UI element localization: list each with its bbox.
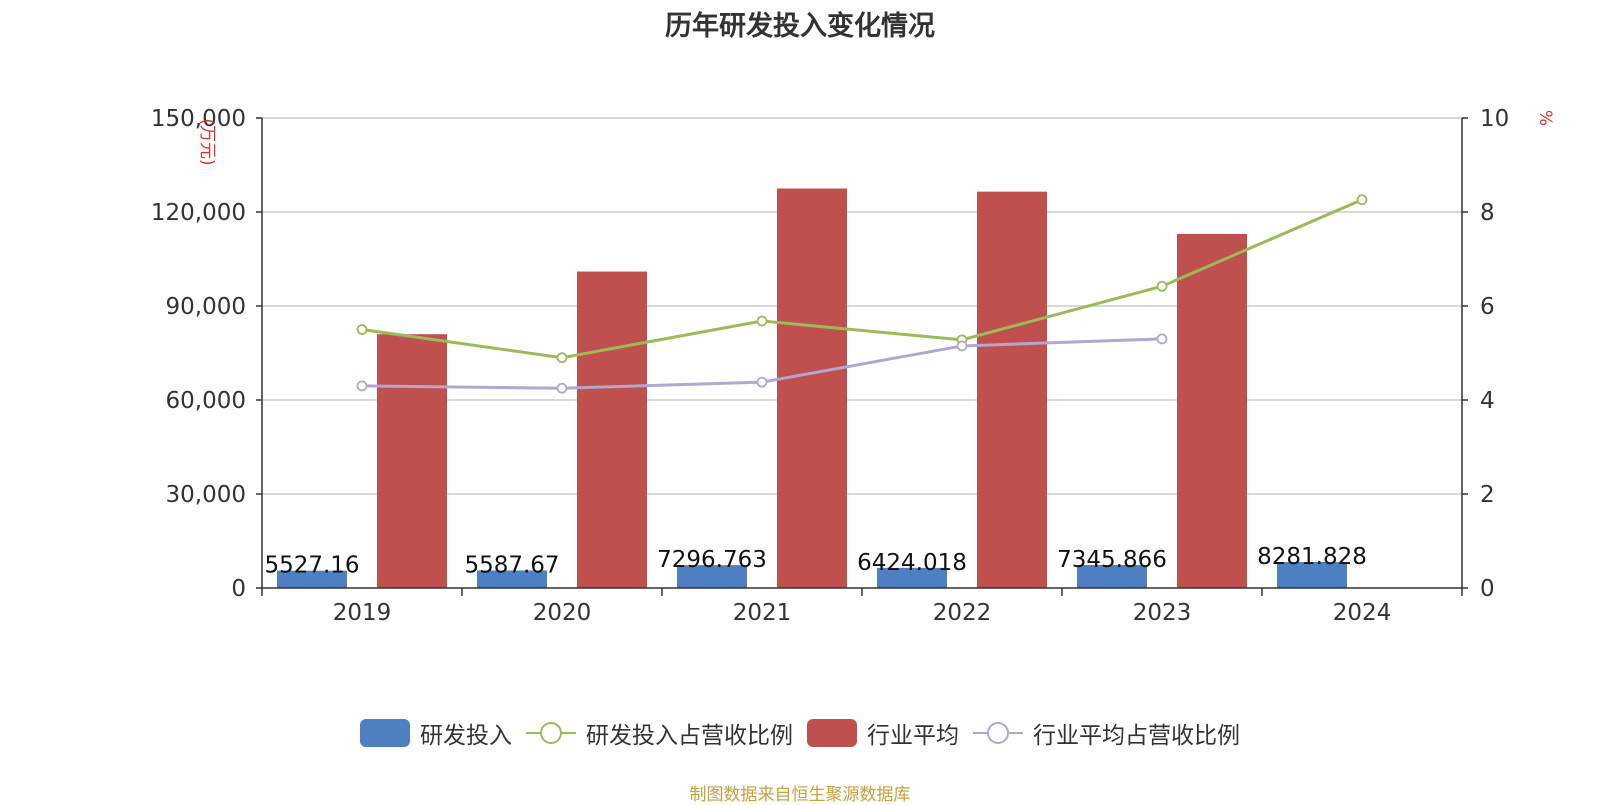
x-tick-label: 2021	[733, 600, 792, 626]
line-series	[361, 198, 1363, 360]
y-left-axis-label: (万元)	[197, 118, 217, 165]
bars	[277, 188, 1347, 588]
axes: 0 30,000 60,000 90,000 120,000 150,000 0 2 4 6 8 10…	[151, 106, 1555, 626]
line-point	[756, 376, 768, 388]
line-point	[1156, 333, 1168, 345]
y-left-tick-label: 90,000	[166, 294, 246, 320]
legend-item[interactable]: 研发投入占营收比例	[526, 716, 793, 750]
bar-data-label: 7296.763	[657, 547, 767, 573]
bar-industry	[777, 188, 847, 588]
legend-label: 研发投入	[420, 723, 512, 749]
legend-label: 行业平均	[867, 723, 959, 749]
x-tick-label: 2020	[533, 600, 592, 626]
line-point	[956, 340, 968, 352]
y-left-tick-label: 150,000	[151, 106, 246, 132]
line-point	[356, 324, 368, 335]
line-point	[756, 315, 768, 327]
labels: 5527.16 5587.67 7296.763 6424.018 7345.866 82…	[264, 544, 1366, 579]
chart-title: 历年研发投入变化情况	[665, 11, 935, 42]
y-right-tick-label: 4	[1480, 388, 1495, 414]
line-point	[1156, 280, 1168, 292]
x-tick-label: 2019	[333, 600, 392, 626]
legend-swatch	[973, 722, 1023, 744]
bar-rd	[877, 567, 947, 588]
y-left-tick-label: 0	[231, 576, 246, 602]
bar-data-label: 6424.018	[857, 550, 967, 576]
bar-rd	[277, 570, 347, 588]
y-right-tick-label: 6	[1480, 294, 1495, 320]
x-tick-label: 2024	[1333, 600, 1392, 626]
bar-rd	[677, 565, 747, 588]
y-right-tick-label: 2	[1480, 482, 1495, 508]
legend-swatch	[360, 719, 410, 747]
line-point	[556, 352, 568, 364]
legend-swatch	[526, 722, 576, 744]
y-left-tick-label: 30,000	[166, 482, 246, 508]
bar-industry	[377, 334, 447, 588]
bar-rd	[1077, 564, 1147, 588]
source-note: 制图数据来自恒生聚源数据库	[689, 785, 911, 805]
bar-data-label: 5527.16	[264, 553, 359, 579]
grid-lines	[262, 117, 1462, 495]
bar-data-label: 8281.828	[1257, 544, 1367, 570]
bar-data-label: 5587.67	[464, 552, 559, 578]
x-tick-label: 2023	[1133, 600, 1192, 626]
legend: 研发投入 研发投入占营收比例 行业平均 行业平均占营收比例	[0, 716, 1600, 750]
y-left-tick-label: 120,000	[151, 200, 246, 226]
legend-item[interactable]: 行业平均占营收比例	[973, 716, 1240, 750]
y-right-tick-label: 0	[1480, 576, 1495, 602]
y-right-tick-label: 10	[1480, 106, 1509, 132]
legend-label: 行业平均占营收比例	[1033, 723, 1240, 749]
legend-label: 研发投入占营收比例	[586, 723, 793, 749]
y-right-axis-label: %	[1535, 110, 1555, 126]
legend-item[interactable]: 研发投入	[360, 716, 512, 750]
legend-swatch	[807, 719, 857, 747]
line-point	[1356, 194, 1368, 206]
line-point	[356, 380, 368, 392]
x-tick-label: 2022	[933, 600, 992, 626]
lines	[356, 194, 1368, 394]
y-left-tick-label: 60,000	[166, 388, 246, 414]
bar-industry	[577, 271, 647, 588]
legend-item[interactable]: 行业平均	[807, 716, 959, 750]
y-right-tick-label: 8	[1480, 200, 1495, 226]
bar-rd	[1277, 562, 1347, 588]
bar-industry	[977, 191, 1047, 588]
line-point	[556, 382, 568, 394]
bar-industry	[1177, 233, 1247, 588]
bar-data-label: 7345.866	[1057, 547, 1167, 573]
bar-rd	[477, 570, 547, 588]
